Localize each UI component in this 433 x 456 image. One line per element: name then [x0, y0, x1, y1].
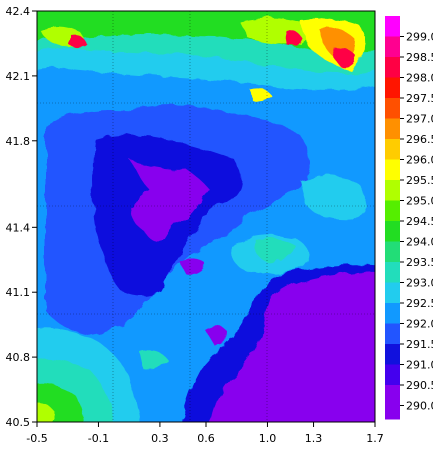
- y-tick-label: 41.4: [6, 221, 31, 234]
- colorbar-swatch: [385, 282, 400, 304]
- colorbar-swatch: [385, 16, 400, 37]
- x-tick-label: 1.0: [259, 432, 277, 445]
- map-grid: [37, 11, 375, 422]
- x-tick-label: 1.7: [366, 432, 384, 445]
- y-tick-label: 40.5: [6, 416, 31, 429]
- colorbar-swatch: [385, 36, 400, 58]
- colorbar-label: 297.0: [406, 113, 433, 126]
- colorbar-label: 294.0: [406, 236, 433, 249]
- colorbar-label: 296.0: [406, 154, 433, 167]
- colorbar-label: 292.5: [406, 297, 433, 310]
- colorbar-label: 295.0: [406, 195, 433, 208]
- colorbar-label: 294.5: [406, 215, 433, 228]
- y-tick-label: 41.1: [6, 286, 31, 299]
- colorbar-swatch: [385, 98, 400, 119]
- x-tick-label: 0.3: [151, 432, 169, 445]
- x-tick-label: 1.3: [305, 432, 323, 445]
- colorbar-swatch: [385, 221, 400, 242]
- y-tick-label: 41.8: [6, 135, 31, 148]
- colorbar-swatch: [385, 200, 400, 222]
- y-axis: 42.4 42.1 41.8 41.4 41.1 40.8 40.5: [6, 5, 37, 429]
- colorbar-swatch: [385, 385, 400, 406]
- colorbar-label: 291.5: [406, 338, 433, 351]
- colorbar-swatch: [385, 77, 400, 99]
- colorbar-swatch: [385, 139, 400, 160]
- colorbar-swatch: [385, 405, 400, 420]
- colorbar-label: 298.5: [406, 51, 433, 64]
- colorbar-label: 292.0: [406, 318, 433, 331]
- colorbar-swatch: [385, 180, 400, 201]
- colorbar-swatch: [385, 159, 400, 181]
- colorbar-swatch: [385, 303, 400, 324]
- colorbar-label: 290.0: [406, 400, 433, 413]
- colorbar-label: 299.0: [406, 31, 433, 44]
- colorbar-swatch: [385, 323, 400, 345]
- colorbar-label: 290.5: [406, 379, 433, 392]
- map-field: [37, 11, 375, 422]
- x-axis: -0.5 -0.1 0.3 0.6 1.0 1.3 1.7: [26, 422, 384, 445]
- colorbar-swatch: [385, 57, 400, 78]
- colorbar-label: 295.5: [406, 174, 433, 187]
- colorbar-swatch: [385, 118, 400, 140]
- colorbar-swatch: [385, 364, 400, 386]
- colorbar-label: 291.0: [406, 359, 433, 372]
- colorbar-label: 293.0: [406, 277, 433, 290]
- y-tick-label: 42.1: [6, 70, 31, 83]
- y-tick-label: 42.4: [6, 5, 31, 18]
- colorbar-label: 293.5: [406, 256, 433, 269]
- colorbar-swatch: [385, 241, 400, 263]
- colorbar: 299.0 298.5 298.0 297.5 297.0 296.5 296.0 295.5…: [385, 16, 433, 420]
- colorbar-label: 297.5: [406, 92, 433, 105]
- x-tick-label: -0.1: [88, 432, 109, 445]
- x-tick-label: -0.5: [26, 432, 47, 445]
- colorbar-label: 296.5: [406, 133, 433, 146]
- y-tick-label: 40.8: [6, 351, 31, 364]
- colorbar-label: 298.0: [406, 72, 433, 85]
- colorbar-swatch: [385, 262, 400, 283]
- x-tick-label: 0.6: [197, 432, 215, 445]
- colorbar-swatch: [385, 344, 400, 365]
